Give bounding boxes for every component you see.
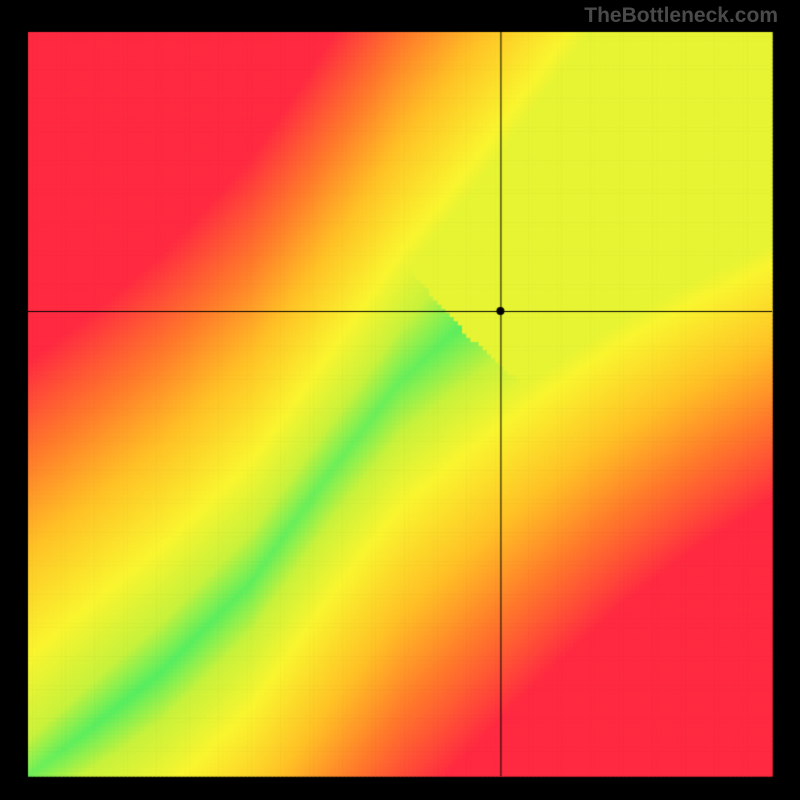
bottleneck-heatmap (0, 0, 800, 800)
watermark-text: TheBottleneck.com (584, 4, 778, 28)
